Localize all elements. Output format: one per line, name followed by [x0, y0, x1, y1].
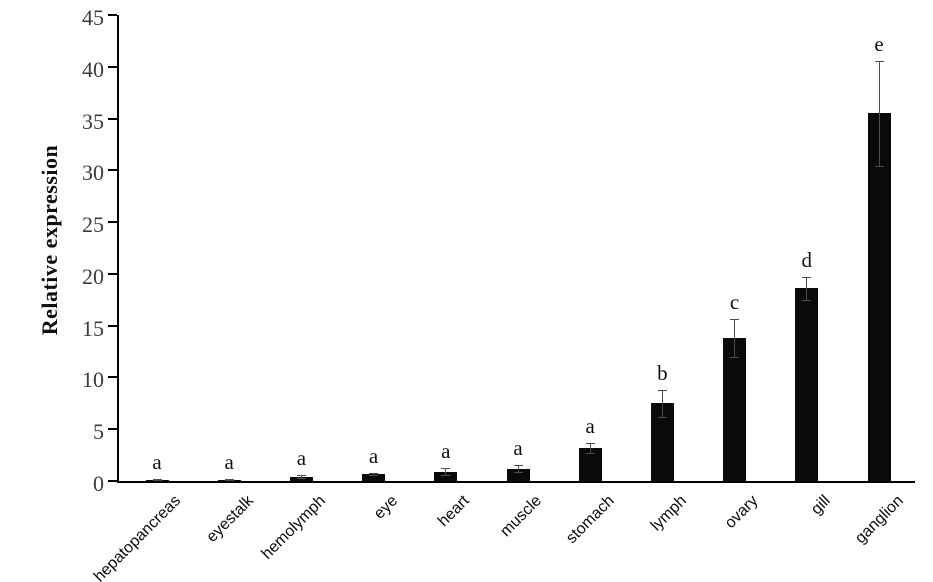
bar-eye	[362, 473, 386, 481]
significance-letter-hemolymph: a	[296, 446, 307, 471]
error-bar-cap	[224, 479, 234, 481]
y-axis-tick-label: 5	[93, 419, 104, 445]
y-axis-tick-mark	[108, 324, 117, 327]
error-bar-cap	[585, 453, 595, 455]
error-bar-cap	[369, 474, 379, 476]
error-bar-ganglion	[878, 60, 880, 167]
error-bar-cap	[441, 468, 451, 470]
y-axis-tick-label: 35	[82, 108, 104, 134]
y-axis-tick-label: 0	[93, 471, 104, 496]
y-axis-tick-mark	[108, 14, 117, 16]
significance-letter-lymph: b	[657, 360, 668, 385]
x-axis-label-heart: heart	[435, 492, 474, 531]
y-axis-tick-mark	[108, 117, 117, 120]
y-axis-tick-mark	[108, 65, 117, 68]
error-bar-cap	[874, 166, 884, 168]
significance-letter-eye: a	[368, 443, 379, 468]
error-bar-cap	[585, 442, 595, 444]
significance-letter-heart: a	[441, 439, 451, 464]
error-bar-hemolymph	[300, 475, 302, 479]
x-axis-label-hepatopancreas: hepatopancreas	[91, 492, 185, 582]
significance-letter-ganglion: e	[874, 31, 884, 56]
y-axis-tick-label: 10	[82, 367, 104, 393]
error-bar-cap	[369, 472, 379, 474]
error-bar-cap	[296, 475, 306, 477]
x-axis-label-muscle: muscle	[497, 492, 546, 541]
significance-letter-hepatopancreas: a	[152, 450, 162, 475]
significance-letter-gill: d	[801, 247, 813, 272]
error-bar-heart	[445, 468, 447, 476]
error-bar-cap	[657, 416, 667, 418]
error-bar-cap	[296, 478, 306, 480]
y-axis-tick-label: 40	[82, 56, 104, 82]
significance-letter-ovary: c	[729, 290, 740, 315]
bar-lymph	[650, 403, 674, 481]
y-axis-tick-mark	[108, 428, 117, 431]
x-axis-label-eye: eye	[370, 492, 401, 523]
bar-heart	[434, 471, 458, 481]
y-axis-tick-label: 20	[82, 263, 104, 289]
x-axis-label-gill: gill	[808, 492, 835, 519]
plot-area: a hepatopancreas a eyestalk a hemolymph a eye a h…	[91, 15, 915, 582]
y-axis-tick-mark	[108, 480, 117, 482]
significance-letter-muscle: a	[513, 436, 523, 461]
error-bar-eye	[373, 472, 375, 475]
significance-letter-stomach: a	[585, 413, 595, 438]
y-axis-tick-label: 30	[82, 160, 104, 186]
bar-ovary	[723, 338, 747, 481]
y-axis-tick-label: 25	[82, 212, 104, 238]
bar-ganglion	[867, 113, 891, 481]
y-axis-tick-label: 45	[82, 5, 104, 30]
bar-gill	[795, 288, 819, 481]
error-bar-cap	[152, 480, 162, 482]
error-bar-ovary	[734, 319, 736, 357]
y-axis-tick-mark	[108, 376, 117, 379]
error-bar-cap	[730, 356, 740, 358]
error-bar-gill	[806, 276, 808, 300]
error-bar-stomach	[589, 442, 591, 454]
x-axis-label-ovary: ovary	[722, 492, 762, 532]
error-bar-cap	[802, 276, 812, 278]
error-bar-cap	[802, 299, 812, 301]
bar-muscle	[506, 468, 530, 481]
bar-stomach	[578, 447, 602, 481]
x-axis-label-lymph: lymph	[647, 492, 690, 535]
error-bar-cap	[152, 479, 162, 481]
error-bar-cap	[441, 475, 451, 477]
error-bar-cap	[874, 60, 884, 62]
error-bar-cap	[513, 465, 523, 467]
y-axis-tick-mark	[108, 221, 117, 224]
error-bar-cap	[224, 480, 234, 482]
x-axis-label-stomach: stomach	[562, 492, 618, 548]
error-bar-muscle	[517, 465, 519, 472]
y-axis-tick-label: 15	[82, 315, 104, 341]
y-axis-tick-mark	[108, 169, 117, 172]
error-bar-cap	[513, 471, 523, 473]
error-bar-cap	[657, 389, 667, 391]
significance-letter-eyestalk: a	[224, 450, 234, 475]
x-axis-label-ganglion: ganglion	[851, 492, 907, 548]
error-bar-cap	[730, 319, 740, 321]
x-axis-label-hemolymph: hemolymph	[258, 492, 329, 563]
x-axis-label-eyestalk: eyestalk	[202, 492, 257, 546]
error-bar-lymph	[661, 389, 663, 417]
y-axis-tick-mark	[108, 272, 117, 275]
